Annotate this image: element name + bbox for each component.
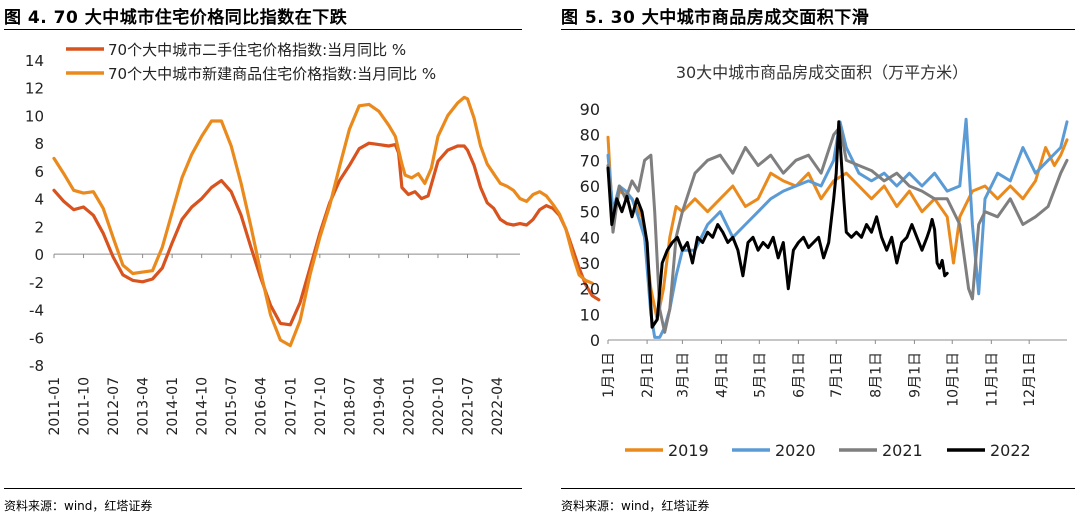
x-tick-label: 7月1日 [829,352,845,398]
y-tick-label: 12 [25,80,44,98]
x-tick-label: 2020-10 [431,377,447,436]
series-line-2019 [606,135,1069,321]
chart-title: 30大中城市商品房成交面积（万平方米） [676,63,968,82]
y-tick-label: 14 [25,52,44,70]
x-tick-label: 2017-01 [283,377,299,436]
series-line-1 [52,141,601,327]
y-tick-label: 70 [580,151,600,170]
y-tick-label: 0 [590,331,600,350]
x-tick-label: 12月1日 [1022,352,1038,407]
right-figure-title: 图 5. 30 大中城市商品房成交面积下滑 [561,8,870,28]
legend-label-2: 70个大中城市新建商品住宅价格指数:当月同比 % [108,65,436,83]
y-tick-label: 4 [34,191,44,209]
series-line-2020 [606,117,1069,339]
series-line-2021 [606,125,1069,334]
legend-label-1: 70个大中城市二手住宅价格指数:当月同比 % [108,41,406,59]
y-tick-label: 40 [580,228,600,247]
left-figure-title: 图 4. 70 大中城市住宅价格同比指数在下跌 [4,8,348,28]
x-tick-label: 2016-04 [254,377,270,436]
y-tick-label: 8 [34,135,44,153]
y-tick-label: 0 [34,246,44,264]
x-tick-label: 2021-07 [460,377,476,436]
x-tick-label: 2011-10 [77,377,93,436]
y-tick-label: 80 [580,126,600,145]
series-line-2 [52,95,594,348]
x-tick-label: 1月1日 [601,352,617,398]
series-line-2022 [606,120,949,329]
right-footer-rule [561,488,1075,489]
x-tick-label: 2020-01 [401,377,417,436]
right-title-rule [561,29,1075,30]
x-tick-label: 4月1日 [714,352,730,398]
x-tick-label: 2017-10 [313,377,329,436]
x-tick-label: 10月1日 [945,352,961,407]
legend-label-2021: 2021 [882,441,923,460]
right-chart-panel: 图 5. 30 大中城市商品房成交面积下滑 30大中城市商品房成交面积（万平方米… [557,0,1080,522]
y-tick-label: 90 [580,100,600,119]
left-title-rule [4,29,522,30]
legend-label-2022: 2022 [990,441,1031,460]
x-tick-label: 11月1日 [984,352,1000,407]
y-tick-label: 10 [580,305,600,324]
x-tick-label: 2018-07 [342,377,358,436]
x-tick-label: 2012-07 [106,377,122,436]
legend-label-2020: 2020 [775,441,816,460]
left-source-note: 资料来源：wind，红塔证券 [4,499,153,513]
right-source-note: 资料来源：wind，红塔证券 [561,499,710,513]
y-tick-label: -2 [29,274,44,292]
x-tick-label: 2011-01 [47,377,63,436]
y-tick-label: 6 [34,163,44,181]
y-tick-label: 2 [34,218,44,236]
left-line-chart: -8 -6 -4 -2 0 2 4 6 8 10 12 14 2011-01 2011-10 2012-07… [25,41,601,436]
y-tick-label: -4 [29,302,44,320]
x-tick-label: 8月1日 [868,352,884,398]
x-tick-label: 3月1日 [675,352,691,398]
x-tick-label: 2014-10 [195,377,211,436]
y-tick-label: -6 [29,329,44,347]
x-tick-label: 5月1日 [752,352,768,398]
y-tick-label: 20 [580,280,600,299]
y-tick-label: 60 [580,177,600,196]
x-tick-label: 2022-04 [490,377,506,436]
legend-label-2019: 2019 [668,441,709,460]
x-tick-label: 2014-01 [165,377,181,436]
x-tick-label: 2019-04 [372,377,388,436]
left-footer-rule [4,488,522,489]
y-tick-label: 30 [580,254,600,273]
y-tick-label: 10 [25,107,44,125]
left-chart-panel: 图 4. 70 大中城市住宅价格同比指数在下跌 -8 -6 -4 -2 0 2 4 6 8 10 1… [0,0,601,522]
x-tick-label: 2013-04 [136,377,152,436]
x-tick-label: 2月1日 [640,352,656,398]
x-tick-label: 6月1日 [791,352,807,398]
y-tick-label: 50 [580,203,600,222]
x-tick-label: 9月1日 [907,352,923,398]
y-tick-label: -8 [29,357,44,375]
right-line-chart: 30大中城市商品房成交面积（万平方米） 0 10 20 30 40 50 60 70 80 90 1月… [580,63,1069,460]
x-tick-label: 2015-07 [224,377,240,436]
